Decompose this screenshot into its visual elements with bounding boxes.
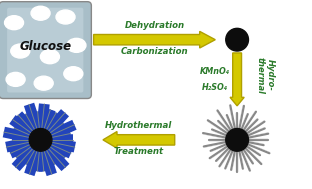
Text: Carbonization: Carbonization <box>121 47 188 56</box>
Circle shape <box>29 129 52 151</box>
Ellipse shape <box>5 16 23 30</box>
Text: Dehydration: Dehydration <box>124 21 184 30</box>
FancyArrow shape <box>94 31 215 48</box>
Text: Glucose: Glucose <box>19 40 71 53</box>
FancyArrow shape <box>103 132 175 148</box>
Ellipse shape <box>11 44 30 58</box>
Text: Hydro-
thermal: Hydro- thermal <box>256 57 275 94</box>
Ellipse shape <box>67 38 86 52</box>
Text: Hydrothermal: Hydrothermal <box>105 121 173 130</box>
Circle shape <box>226 129 248 151</box>
Text: H₂SO₄: H₂SO₄ <box>202 83 228 92</box>
Ellipse shape <box>34 76 53 90</box>
Ellipse shape <box>6 72 25 86</box>
FancyBboxPatch shape <box>7 8 83 92</box>
FancyBboxPatch shape <box>0 2 91 98</box>
Text: Treatment: Treatment <box>114 147 164 156</box>
Ellipse shape <box>41 50 59 64</box>
Ellipse shape <box>31 6 50 20</box>
FancyArrow shape <box>230 53 244 106</box>
Ellipse shape <box>56 10 75 24</box>
Circle shape <box>226 28 248 51</box>
Text: KMnO₄: KMnO₄ <box>200 67 230 76</box>
Ellipse shape <box>64 67 83 81</box>
